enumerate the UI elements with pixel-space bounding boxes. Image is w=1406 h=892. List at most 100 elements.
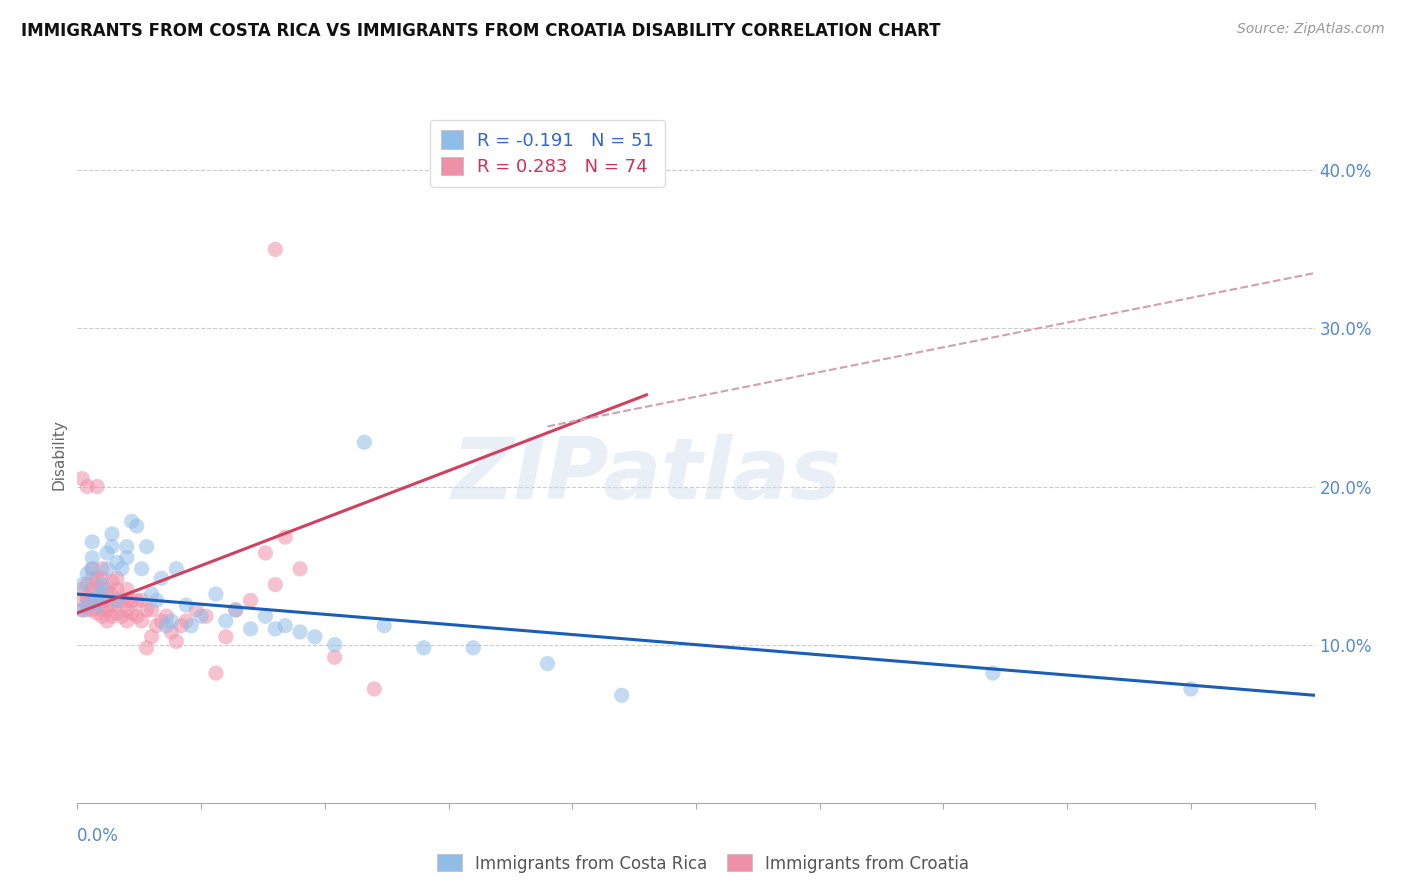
Point (91, 587, 114, 601)
Text: 0.0%: 0.0% (77, 827, 120, 845)
Point (82, 603, 104, 617)
Point (86, 582, 108, 597)
Point (105, 593, 128, 607)
Point (215, 614, 238, 628)
Point (264, 243, 287, 257)
Point (91, 562, 114, 576)
Point (76, 479, 98, 493)
Point (125, 609, 148, 624)
Point (155, 609, 177, 624)
Point (101, 540, 124, 554)
Point (82, 582, 104, 597)
Point (174, 614, 197, 628)
Point (125, 519, 148, 533)
Legend: R = -0.191   N = 51, R = 0.283   N = 74: R = -0.191 N = 51, R = 0.283 N = 74 (430, 120, 665, 187)
Point (115, 593, 138, 607)
Point (72, 582, 94, 597)
Point (105, 582, 128, 597)
Point (135, 540, 157, 554)
Point (160, 625, 183, 640)
Point (91, 609, 114, 624)
Point (180, 618, 202, 632)
Point (91, 582, 114, 597)
Point (155, 618, 177, 632)
Text: ZIPatlas: ZIPatlas (451, 434, 842, 517)
Point (91, 571, 114, 585)
Point (239, 593, 262, 607)
Point (86, 479, 108, 493)
Point (86, 571, 108, 585)
Point (150, 614, 173, 628)
Point (115, 603, 138, 617)
Point (264, 622, 287, 636)
Point (82, 562, 104, 576)
Point (610, 688, 633, 702)
Point (86, 593, 108, 607)
Point (86, 598, 108, 612)
Point (86, 606, 108, 620)
Legend: Immigrants from Costa Rica, Immigrants from Croatia: Immigrants from Costa Rica, Immigrants f… (430, 847, 976, 880)
Point (121, 606, 143, 620)
Point (76, 603, 98, 617)
Point (412, 640, 434, 655)
Point (288, 562, 311, 576)
Point (76, 593, 98, 607)
Point (145, 618, 167, 632)
Point (215, 630, 238, 644)
Point (82, 571, 104, 585)
Point (239, 622, 262, 636)
Point (165, 562, 187, 576)
Point (125, 593, 148, 607)
Point (463, 640, 485, 655)
Point (82, 593, 104, 607)
Point (981, 666, 1004, 681)
Point (101, 587, 124, 601)
Point (190, 609, 212, 624)
Point (141, 603, 163, 617)
Point (111, 593, 134, 607)
Point (205, 666, 228, 681)
Point (274, 618, 297, 632)
Point (225, 603, 247, 617)
Point (111, 609, 134, 624)
Point (195, 609, 218, 624)
Point (82, 534, 104, 549)
Point (264, 577, 287, 591)
Point (82, 562, 104, 576)
Point (288, 625, 311, 640)
Point (101, 527, 124, 541)
Point (135, 603, 157, 617)
Point (150, 571, 173, 585)
Point (91, 577, 114, 591)
Point (145, 593, 167, 607)
Point (115, 540, 138, 554)
Text: Source: ZipAtlas.com: Source: ZipAtlas.com (1237, 22, 1385, 37)
Point (121, 593, 143, 607)
Point (254, 546, 277, 560)
Point (141, 630, 163, 644)
Point (76, 598, 98, 612)
Point (111, 562, 134, 576)
Point (1180, 681, 1202, 696)
Point (105, 571, 128, 585)
Point (72, 577, 94, 591)
Point (96, 582, 118, 597)
Point (96, 562, 118, 576)
Point (131, 562, 153, 576)
Point (82, 593, 104, 607)
Point (135, 640, 157, 655)
Point (96, 593, 118, 607)
Point (105, 606, 128, 620)
Point (131, 593, 153, 607)
Point (373, 618, 395, 632)
Point (72, 603, 94, 617)
Point (304, 630, 326, 644)
Point (170, 618, 193, 632)
Point (96, 614, 118, 628)
Point (141, 587, 163, 601)
Point (72, 593, 94, 607)
Point (86, 591, 108, 605)
Point (225, 603, 247, 617)
Point (184, 603, 207, 617)
Point (254, 609, 277, 624)
